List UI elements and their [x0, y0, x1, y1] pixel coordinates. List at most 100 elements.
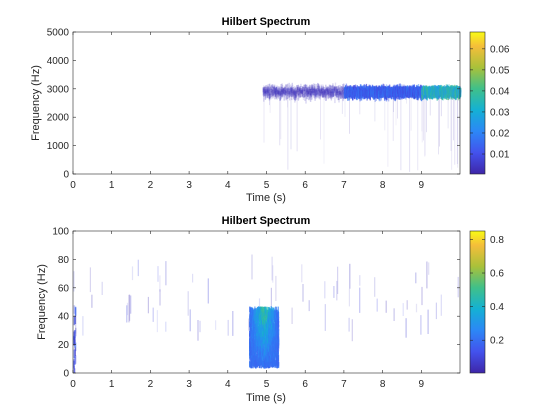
heat-cell: [265, 89, 267, 93]
heat-cell: [340, 91, 342, 99]
heat-cell: [301, 89, 304, 97]
heat-cell: [276, 90, 279, 95]
heat-cell: [325, 92, 327, 101]
heat-cell: [328, 89, 330, 95]
heat-edge-cell: [73, 335, 75, 345]
heat-streak: [451, 95, 453, 170]
heat-cell: [338, 91, 340, 100]
heat-cell: [277, 88, 279, 95]
heat-cell: [342, 84, 344, 92]
heat-cell: [459, 87, 462, 93]
heat-cell: [267, 89, 269, 93]
heat-edge-cell: [74, 336, 76, 345]
heat-edge-cell: [74, 306, 77, 316]
heat-cell: [337, 91, 340, 101]
heat-segment: [457, 276, 459, 298]
heat-cell: [299, 85, 301, 94]
heat-cell: [271, 85, 274, 92]
heat-cell: [288, 90, 290, 95]
heat-cell: [314, 90, 317, 100]
heat-cell: [365, 83, 368, 87]
heat-cell: [342, 92, 345, 99]
heat-cell: [298, 92, 300, 100]
heat-cell: [285, 91, 287, 100]
heat-cell: [275, 89, 277, 99]
chart1-plot-area: [72, 31, 462, 175]
heat-cell: [307, 91, 310, 97]
heat-cell: [296, 88, 299, 97]
heat-cell: [263, 87, 265, 93]
heat-cell: [297, 87, 300, 96]
heat-cell: [286, 87, 288, 97]
heat-cell: [312, 88, 314, 95]
heat-cell: [339, 90, 342, 95]
heat-cell: [283, 90, 285, 94]
heat-segment: [187, 291, 189, 316]
heat-cell: [270, 88, 273, 96]
heat-segment: [232, 311, 234, 336]
heat-cell: [288, 85, 290, 95]
x-tick-label: 5: [264, 180, 270, 191]
heat-cell: [277, 91, 280, 96]
heat-segment: [197, 320, 199, 341]
heat-cell: [277, 90, 280, 99]
heat-segment: [421, 286, 423, 306]
colorbar-tick-label: 0.04: [490, 86, 510, 97]
heat-cell: [299, 89, 301, 98]
heat-cell: [313, 85, 316, 92]
heat-cell: [329, 84, 332, 93]
heat-cell: [326, 88, 328, 93]
heat-cell: [335, 86, 338, 94]
heat-cell: [292, 89, 294, 95]
heat-segment: [156, 310, 158, 333]
heat-streak: [344, 95, 346, 117]
heat-cell: [304, 89, 306, 97]
heat-cell: [337, 91, 339, 98]
heat-cell: [307, 90, 309, 94]
heat-cell: [349, 85, 352, 90]
heat-cell: [459, 88, 462, 98]
heat-cell: [319, 86, 321, 93]
heat-segment: [336, 280, 338, 301]
heat-cell: [321, 92, 323, 98]
heat-cell: [279, 88, 281, 96]
heat-cell: [269, 88, 272, 95]
heat-cell: [331, 89, 334, 94]
heat-cell: [314, 89, 317, 97]
heat-cell: [333, 86, 336, 92]
heat-cell: [283, 86, 285, 91]
heat-cell: [321, 88, 323, 96]
heat-cell: [269, 91, 271, 99]
heat-cell: [276, 91, 279, 96]
heat-burst-cell: [250, 307, 253, 314]
heat-cell: [336, 88, 339, 95]
heat-cell: [276, 93, 278, 100]
heat-segment: [376, 298, 378, 312]
heat-streak: [456, 95, 458, 164]
heat-burst-cell: [268, 322, 270, 329]
y-tick-label: 1000: [47, 141, 70, 152]
heat-cell: [293, 89, 295, 98]
heat-edge-cell: [75, 327, 77, 337]
heat-cell: [302, 91, 305, 100]
heat-cell: [293, 90, 295, 94]
heat-cell: [326, 89, 328, 96]
heat-cell: [289, 89, 291, 95]
heat-cell: [321, 89, 323, 93]
heat-cell: [280, 89, 282, 99]
heat-cell: [291, 88, 293, 94]
heat-cell: [289, 87, 291, 92]
heat-cell: [369, 93, 371, 101]
heat-cell: [285, 84, 287, 93]
heat-cell: [276, 89, 279, 94]
heat-cell: [326, 87, 328, 95]
heat-cell: [313, 87, 315, 94]
heat-segment: [157, 266, 159, 282]
heat-cell: [326, 86, 328, 91]
heat-cell: [317, 82, 319, 88]
heat-segment: [227, 319, 229, 336]
chart1-title: Hilbert Spectrum: [222, 16, 311, 28]
heat-segment: [192, 273, 194, 283]
heat-cell: [270, 90, 272, 97]
heat-cell: [335, 90, 338, 99]
